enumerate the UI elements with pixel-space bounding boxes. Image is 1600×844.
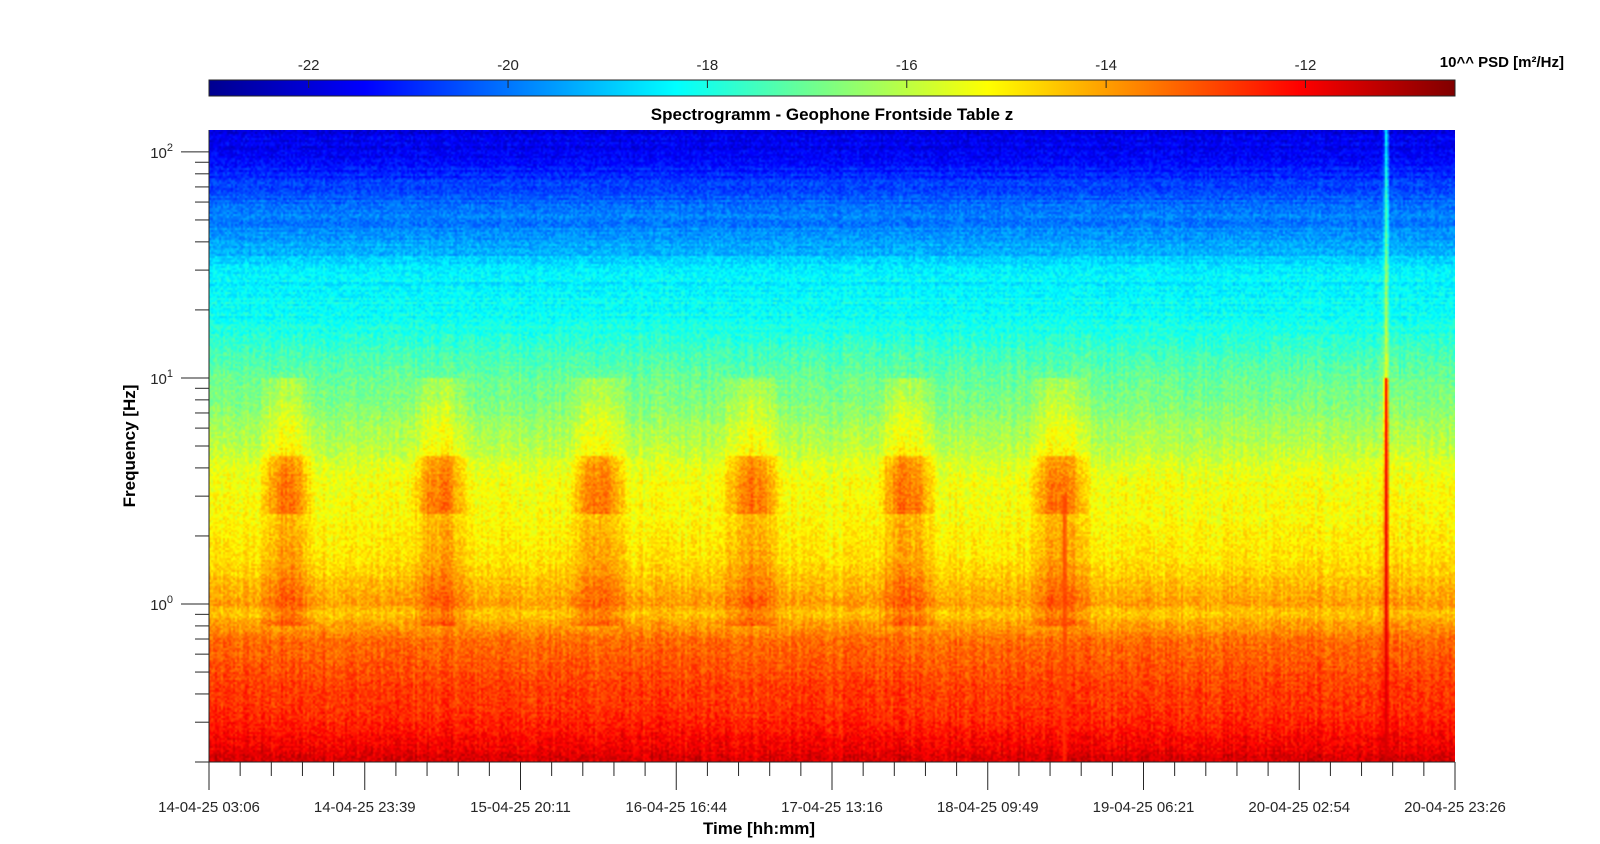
y-tick-label: 100 xyxy=(150,594,173,614)
y-tick-label: 102 xyxy=(150,142,173,162)
chart-title: Spectrogramm - Geophone Frontside Table … xyxy=(651,105,1013,124)
x-tick-label: 16-04-25 16:44 xyxy=(625,799,727,816)
x-tick-label: 17-04-25 13:16 xyxy=(781,799,883,816)
colorbar-tick-label: -12 xyxy=(1295,57,1317,74)
plot-area xyxy=(209,130,1455,762)
x-tick-label: 20-04-25 02:54 xyxy=(1248,799,1350,816)
x-tick-label: 14-04-25 23:39 xyxy=(314,799,416,816)
x-axis: 14-04-25 03:06 14-04-25 23:39 15-04-25 20:… xyxy=(158,761,1506,816)
colorbar-tick-label: -16 xyxy=(896,57,918,74)
y-axis: 100 101 102 xyxy=(150,130,210,763)
colorbar-tick-label: -22 xyxy=(298,57,320,74)
colorbar-tick-label: -18 xyxy=(697,57,719,74)
x-tick-label: 14-04-25 03:06 xyxy=(158,799,260,816)
colorbar-gradient xyxy=(208,79,1456,97)
x-axis-label: Time [hh:mm] xyxy=(703,819,815,838)
y-tick-label: 101 xyxy=(150,368,173,388)
colorbar-tick-label: -20 xyxy=(497,57,519,74)
x-tick-label: 15-04-25 20:11 xyxy=(470,799,571,816)
x-tick-label: 19-04-25 06:21 xyxy=(1093,799,1195,816)
colorbar-label: 10^^ PSD [m²/Hz] xyxy=(1440,54,1564,71)
colorbar: -22 -20 -18 -16 -14 -12 10^^ PSD [m²/Hz] xyxy=(208,54,1564,97)
x-tick-label: 18-04-25 09:49 xyxy=(937,799,1039,816)
colorbar-ticks: -22 -20 -18 -16 -14 -12 xyxy=(298,57,1316,88)
y-axis-label: Frequency [Hz] xyxy=(120,385,139,508)
colorbar-tick-label: -14 xyxy=(1095,57,1117,74)
spectrogram-image xyxy=(209,130,1455,762)
x-tick-label: 20-04-25 23:26 xyxy=(1404,799,1506,816)
